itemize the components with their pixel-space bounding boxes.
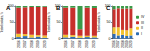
svg-text:III: III xyxy=(141,21,144,25)
svg-text:2016: 2016 xyxy=(64,40,68,48)
svg-text:2018: 2018 xyxy=(30,40,34,48)
svg-text:A: A xyxy=(6,5,11,11)
svg-text:Tested isolates, %: Tested isolates, % xyxy=(47,11,51,33)
svg-text:B: B xyxy=(56,5,61,11)
svg-text:50: 50 xyxy=(10,20,14,24)
svg-text:C: C xyxy=(106,5,111,11)
svg-text:0: 0 xyxy=(12,37,14,41)
svg-text:2019: 2019 xyxy=(36,40,40,48)
svg-text:0: 0 xyxy=(109,37,111,41)
svg-text:2020: 2020 xyxy=(92,40,96,48)
svg-text:IV: IV xyxy=(141,15,145,19)
svg-text:2017: 2017 xyxy=(23,40,27,48)
svg-text:50: 50 xyxy=(107,20,111,24)
svg-text:2019: 2019 xyxy=(85,40,89,48)
svg-text:2020: 2020 xyxy=(129,40,133,48)
svg-text:2017: 2017 xyxy=(71,40,75,48)
svg-text:II: II xyxy=(141,26,143,30)
svg-text:2019: 2019 xyxy=(124,40,129,48)
svg-text:0: 0 xyxy=(59,37,61,41)
svg-text:I: I xyxy=(141,32,142,36)
svg-text:2018: 2018 xyxy=(78,40,82,48)
svg-text:50: 50 xyxy=(57,20,61,24)
svg-text:100: 100 xyxy=(7,4,14,8)
svg-text:2018: 2018 xyxy=(120,40,125,48)
svg-text:2016: 2016 xyxy=(112,40,117,48)
svg-text:2020: 2020 xyxy=(43,40,47,48)
svg-text:Tested isolates, %: Tested isolates, % xyxy=(0,11,4,33)
svg-text:Tested isolates, %: Tested isolates, % xyxy=(97,11,101,33)
svg-text:2017: 2017 xyxy=(116,40,121,48)
svg-text:2016: 2016 xyxy=(17,40,21,48)
